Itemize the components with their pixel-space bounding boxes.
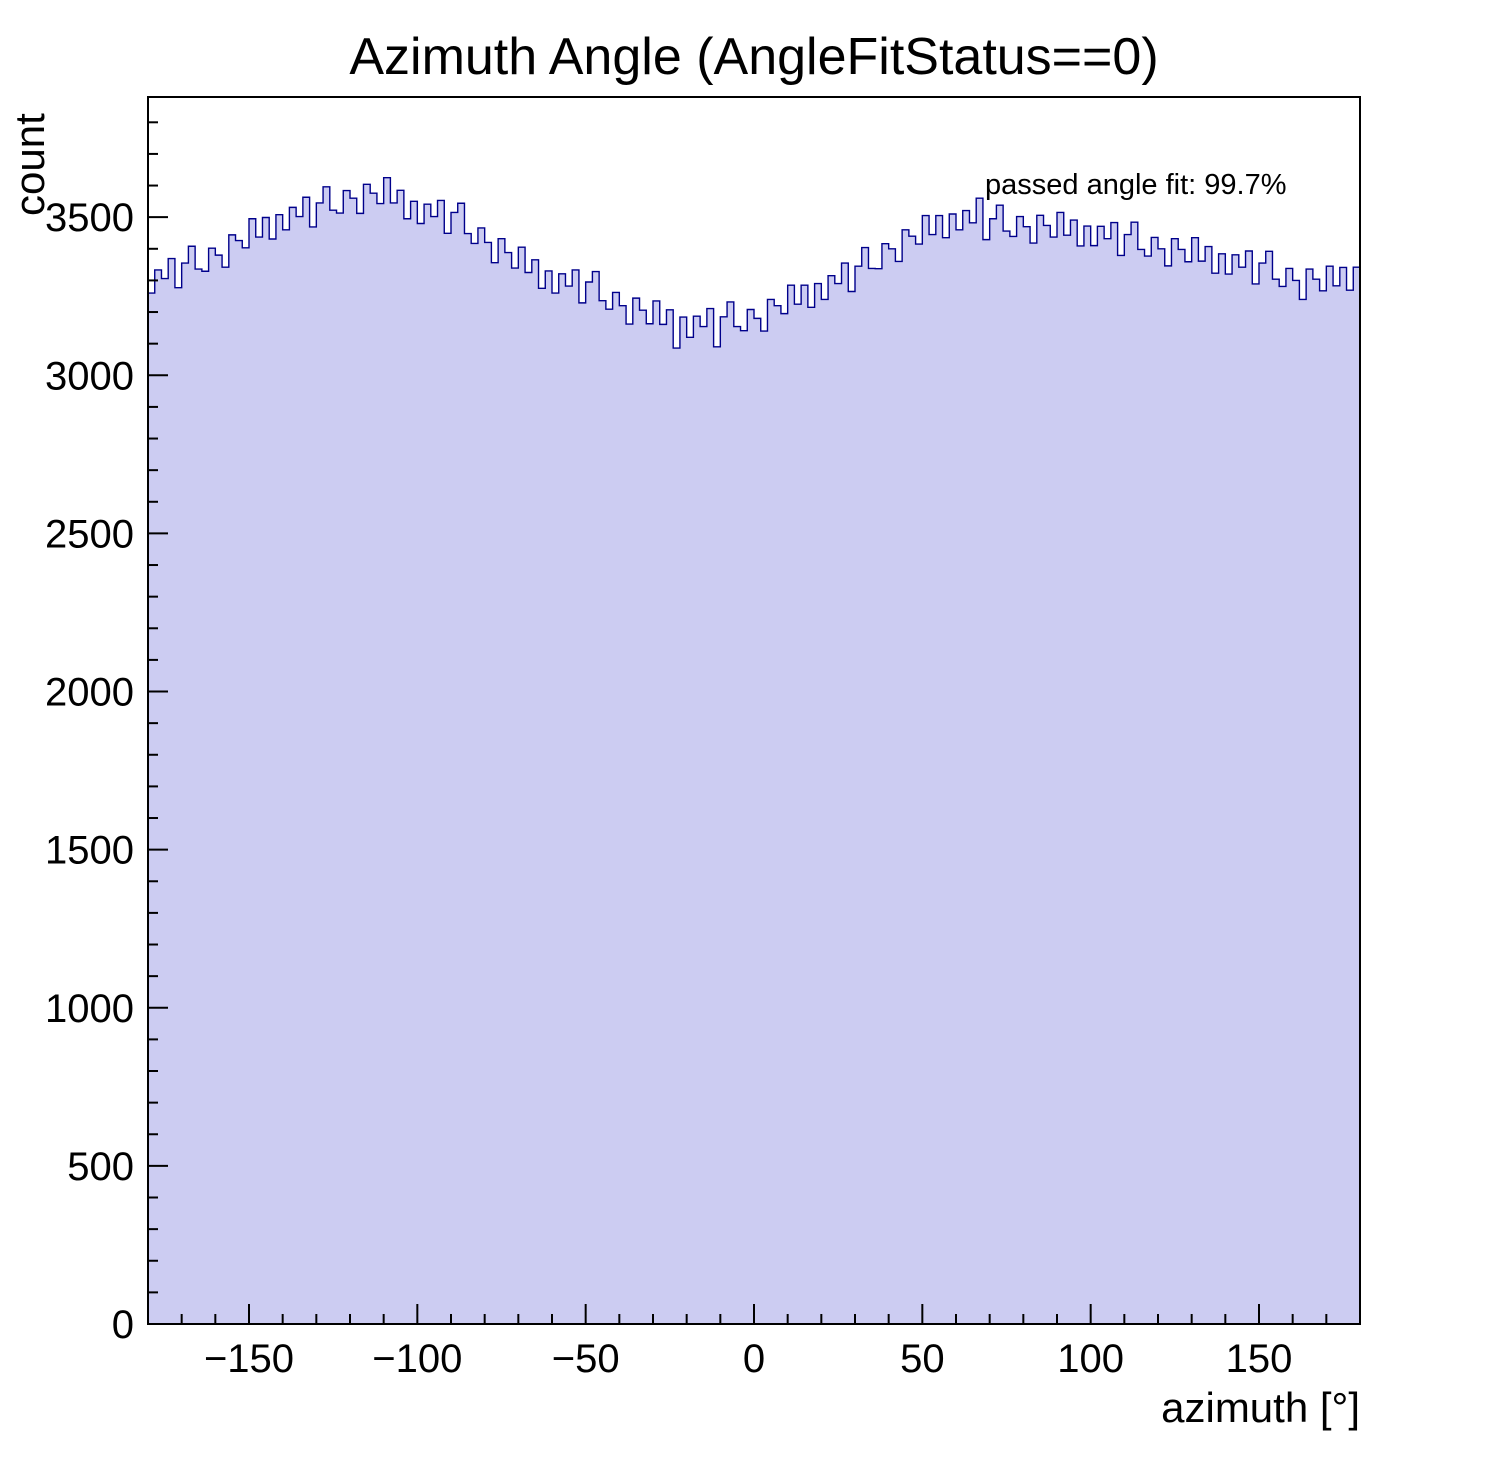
x-tick-label: −150 (204, 1337, 294, 1381)
x-tick-label: 0 (743, 1337, 765, 1381)
y-tick-label: 3500 (45, 196, 134, 240)
histogram-layer (147, 176, 1361, 1325)
y-tick-label: 1500 (45, 829, 134, 873)
y-tick-label: 2000 (45, 671, 134, 715)
x-tick-label: 100 (1057, 1337, 1124, 1381)
x-tick-label: −50 (552, 1337, 620, 1381)
x-tick-label: 50 (900, 1337, 945, 1381)
y-axis-title: count (6, 113, 53, 216)
x-tick-label: −100 (372, 1337, 462, 1381)
chart-title: Azimuth Angle (AngleFitStatus==0) (349, 28, 1158, 86)
histogram-path (147, 176, 1361, 1325)
y-tick-label: 0 (112, 1303, 134, 1347)
y-tick-label: 2500 (45, 512, 134, 556)
x-axis-title: azimuth [°] (1161, 1384, 1360, 1431)
y-tick-label: 500 (67, 1145, 134, 1189)
annotation-passed-angle-fit: passed angle fit: 99.7% (985, 169, 1286, 201)
axes-layer: −150 −100 −50 0 50 100 15005001000150020002500… (45, 96, 1361, 1381)
y-tick-label: 3000 (45, 354, 134, 398)
y-tick-label: 1000 (45, 987, 134, 1031)
x-tick-label: 150 (1226, 1337, 1293, 1381)
